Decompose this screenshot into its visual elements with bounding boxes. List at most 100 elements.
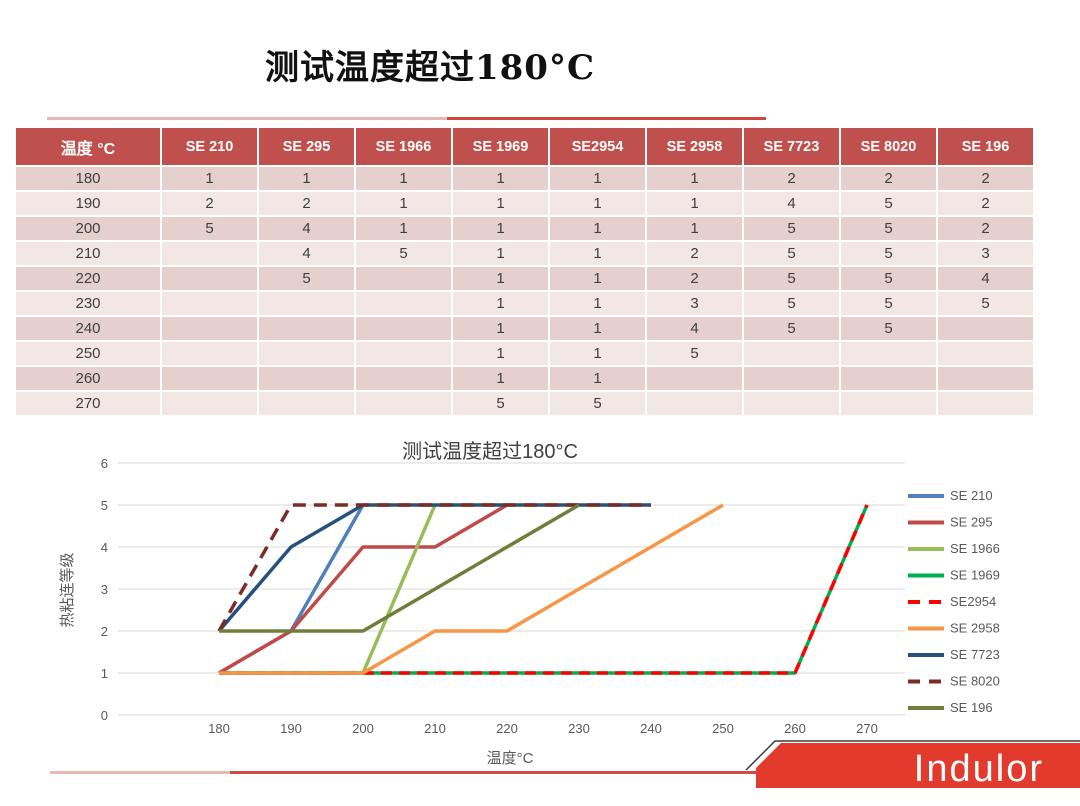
table-cell: 4 [257, 215, 356, 242]
y-tick-label: 1 [101, 666, 108, 681]
x-tick-label: 270 [856, 721, 878, 736]
table-row: 180 1 1 1 1 1 1 2 2 2 [14, 165, 1035, 192]
table-cell [160, 265, 259, 292]
table-cell [257, 340, 356, 367]
table-cell: 1 [451, 290, 550, 317]
chart-title: 测试温度超过180°C [402, 440, 578, 463]
table-cell: 3 [645, 290, 744, 317]
y-tick-label: 6 [101, 456, 108, 471]
table-cell [160, 290, 259, 317]
table-cell: 5 [354, 240, 453, 267]
logo-banner [756, 743, 1080, 788]
column-header: SE 7723 [742, 126, 841, 167]
table-cell: 2 [742, 165, 841, 192]
table-cell [839, 390, 938, 417]
table-cell: 2 [645, 265, 744, 292]
footer-rule-light [50, 771, 230, 774]
table-cell: 1 [451, 165, 550, 192]
table-cell [936, 390, 1035, 417]
column-header: SE 295 [257, 126, 356, 167]
table-cell [354, 265, 453, 292]
x-tick-label: 200 [352, 721, 374, 736]
table-cell [257, 315, 356, 342]
table-cell: 1 [645, 190, 744, 217]
y-tick-label: 4 [101, 540, 108, 555]
legend-label: SE 1966 [950, 541, 1000, 556]
table-cell: 5 [839, 190, 938, 217]
table-cell: 1 [548, 340, 647, 367]
x-tick-label: 240 [640, 721, 662, 736]
column-header: SE 210 [160, 126, 259, 167]
table-row: 270 5 5 [14, 390, 1035, 417]
legend-label: SE 7723 [950, 647, 1000, 662]
table-cell: 1 [354, 165, 453, 192]
x-tick-label: 230 [568, 721, 590, 736]
table-cell: 200 [14, 215, 162, 242]
table-row: 230 1 1 3 5 5 5 [14, 290, 1035, 317]
table-cell: 1 [257, 165, 356, 192]
table-cell: 5 [839, 215, 938, 242]
footer-rule-dark [230, 771, 757, 774]
table-cell: 5 [742, 240, 841, 267]
table-cell: 180 [14, 165, 162, 192]
title-underline [47, 117, 766, 120]
x-tick-label: 180 [208, 721, 230, 736]
table-cell: 2 [257, 190, 356, 217]
table-cell: 5 [160, 215, 259, 242]
table-cell [160, 390, 259, 417]
series-line-se-8020 [217, 503, 651, 632]
table-cell: 4 [257, 240, 356, 267]
table-cell [354, 340, 453, 367]
table-cell: 5 [839, 240, 938, 267]
table-cell: 1 [451, 315, 550, 342]
table-cell: 1 [548, 165, 647, 192]
legend-label: SE 1969 [950, 568, 1000, 583]
y-axis-label: 热粘连等级 [58, 552, 76, 627]
table-cell: 1 [451, 190, 550, 217]
footer: Indulor [50, 740, 1080, 790]
column-header: SE2954 [548, 126, 647, 167]
x-tick-label: 260 [784, 721, 806, 736]
table-cell: 190 [14, 190, 162, 217]
table-cell: 5 [257, 265, 356, 292]
legend-label: SE2954 [950, 594, 996, 609]
column-header: SE 8020 [839, 126, 938, 167]
table-cell [645, 365, 744, 392]
table-cell: 2 [160, 190, 259, 217]
table-cell [354, 290, 453, 317]
legend-label: SE 210 [950, 488, 993, 503]
table-cell: 1 [645, 215, 744, 242]
table-cell: 1 [451, 215, 550, 242]
table-cell: 5 [742, 265, 841, 292]
table-cell [160, 240, 259, 267]
table-row: 250 1 1 5 [14, 340, 1035, 367]
column-header: 温度 °C [14, 126, 162, 167]
table-cell [936, 365, 1035, 392]
table-cell: 1 [548, 215, 647, 242]
table-cell: 1 [548, 365, 647, 392]
table-cell: 270 [14, 390, 162, 417]
table-cell [160, 315, 259, 342]
table-cell: 4 [936, 265, 1035, 292]
table-cell: 5 [742, 215, 841, 242]
table-cell [742, 340, 841, 367]
series-line-se-295 [218, 503, 508, 675]
x-tick-label: 210 [424, 721, 446, 736]
table-row: 190 2 2 1 1 1 1 4 5 2 [14, 190, 1035, 217]
table-row: 260 1 1 [14, 365, 1035, 392]
table-cell [160, 365, 259, 392]
table-cell: 1 [451, 265, 550, 292]
table-cell: 5 [645, 340, 744, 367]
table-cell: 1 [451, 340, 550, 367]
table-cell [257, 290, 356, 317]
table-cell: 2 [645, 240, 744, 267]
table-cell: 250 [14, 340, 162, 367]
series-line-se-7723 [217, 503, 651, 633]
table-cell: 5 [451, 390, 550, 417]
table-cell: 210 [14, 240, 162, 267]
table-cell [354, 315, 453, 342]
page-title: 测试温度超过180°C [264, 48, 596, 88]
table-cell [742, 390, 841, 417]
table-cell: 1 [645, 165, 744, 192]
